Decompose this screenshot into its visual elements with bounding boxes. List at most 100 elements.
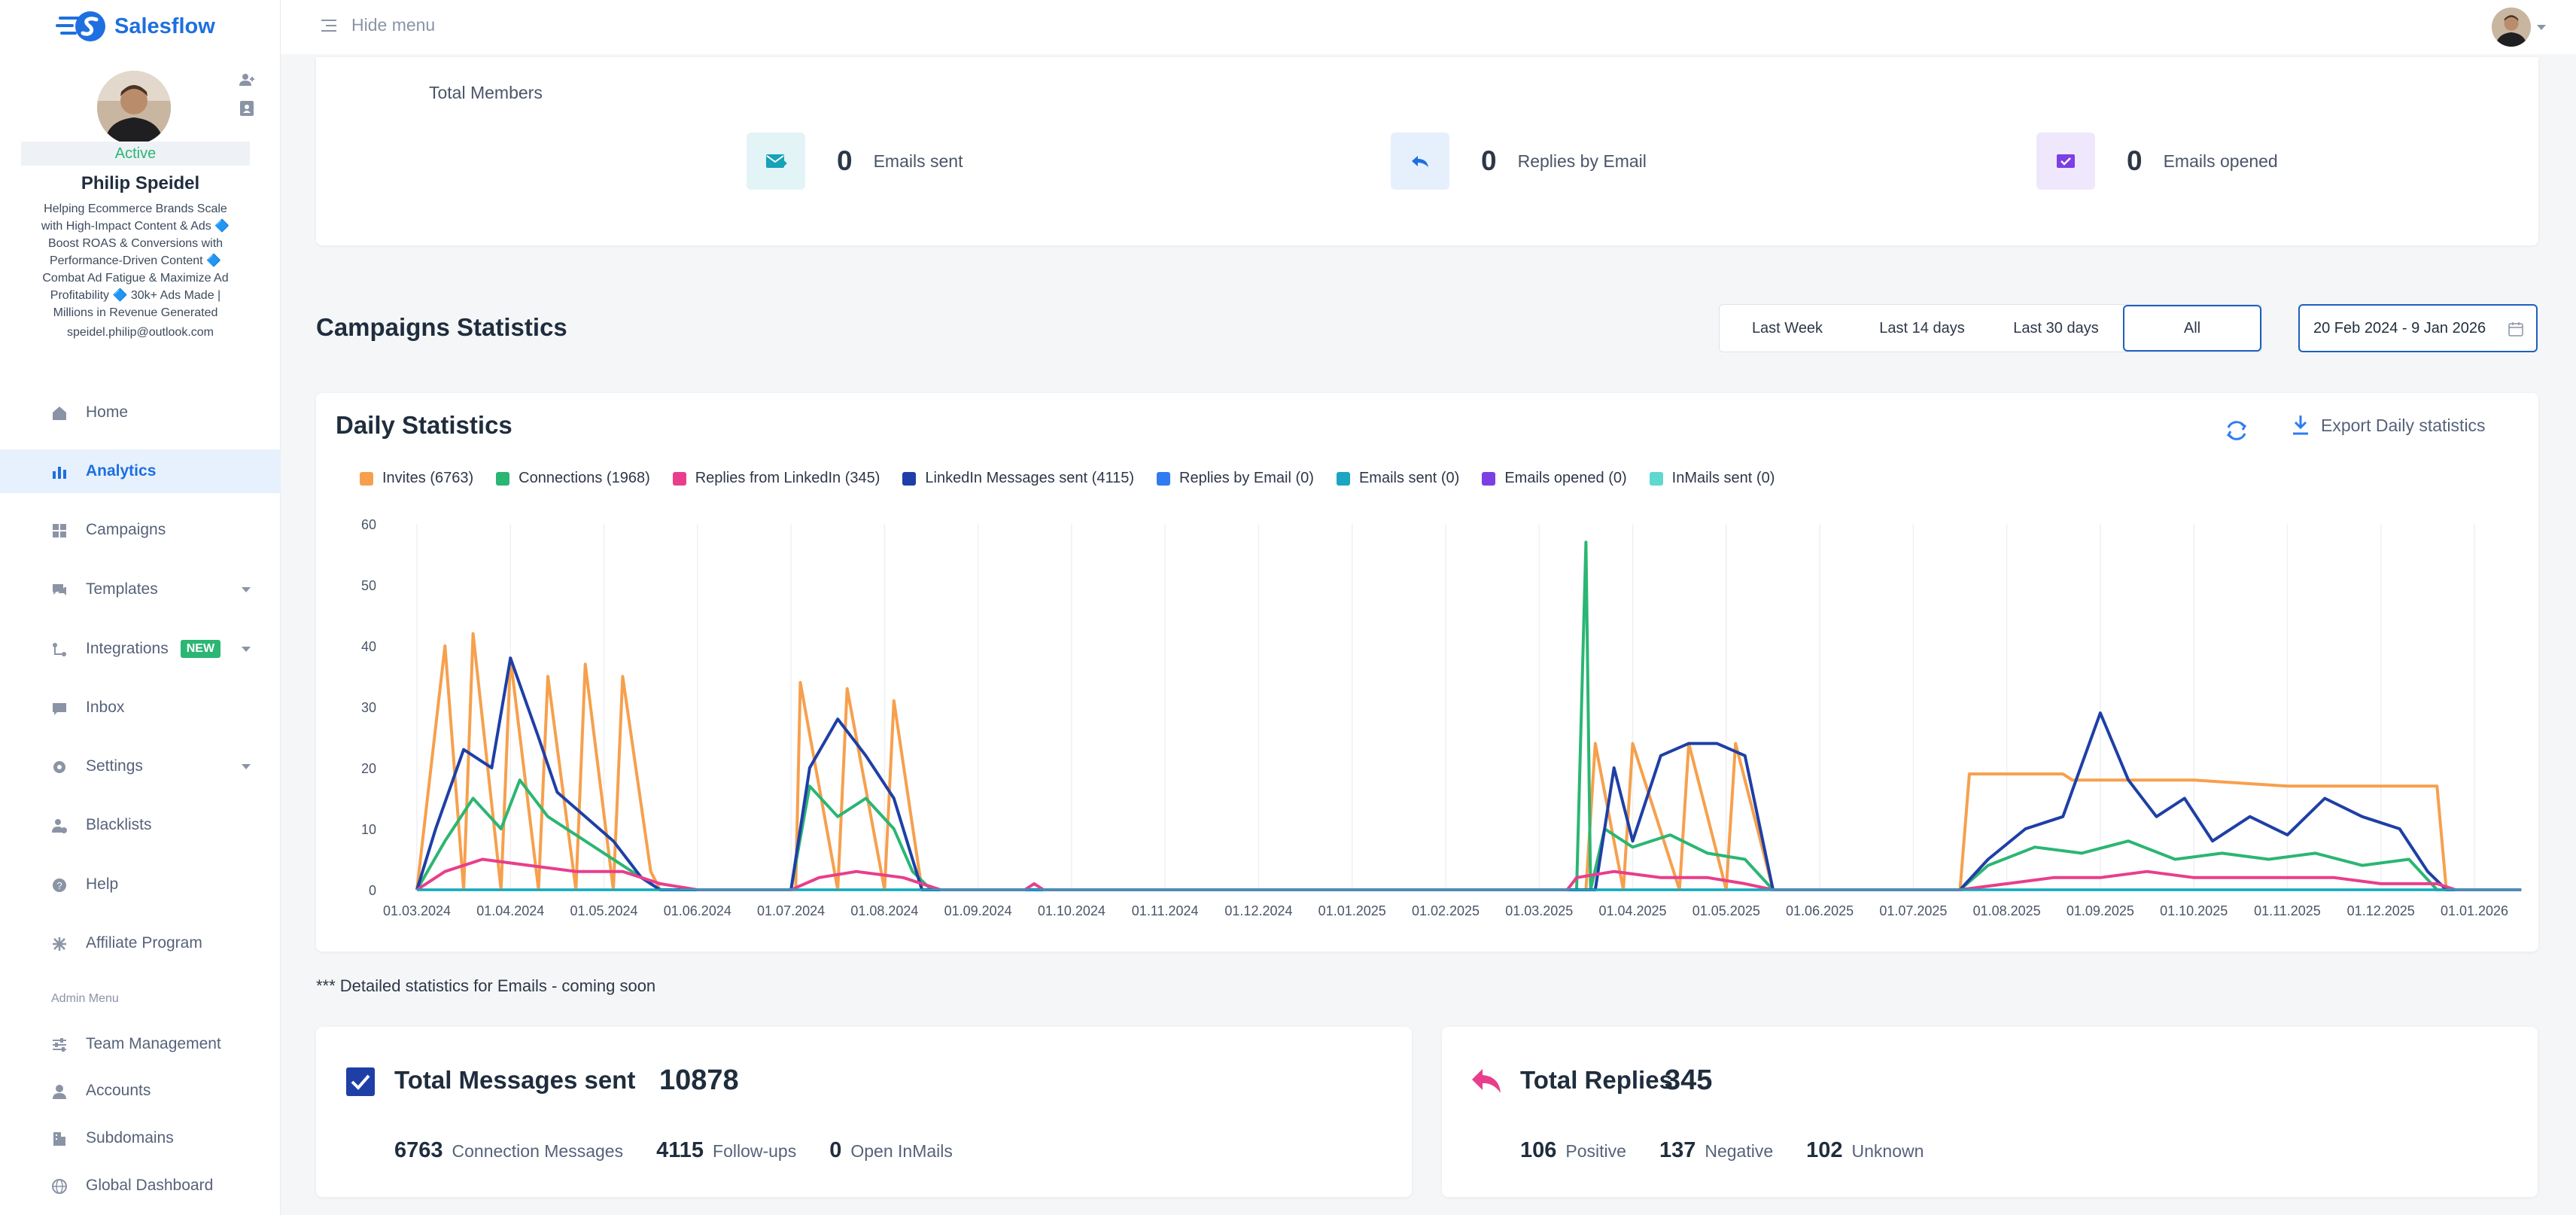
contact-card-icon[interactable] bbox=[238, 99, 256, 117]
legend-item[interactable]: Invites (6763) bbox=[360, 470, 473, 487]
sidebar-item-affiliate[interactable]: Affiliate Program bbox=[0, 921, 281, 965]
sidebar-item-inbox[interactable]: Inbox bbox=[0, 686, 281, 729]
user-block-icon bbox=[52, 819, 67, 833]
legend-item[interactable]: Replies by Email (0) bbox=[1157, 470, 1314, 487]
x-tick-label: 01.07.2025 bbox=[1879, 903, 1947, 918]
sidebar-item-home[interactable]: Home bbox=[0, 391, 281, 434]
emails-opened-stat: 0 Emails opened bbox=[2036, 132, 2278, 190]
sidebar-item-analytics[interactable]: Analytics bbox=[0, 449, 281, 493]
legend-item[interactable]: InMails sent (0) bbox=[1649, 470, 1775, 487]
range-last-14-days[interactable]: Last 14 days bbox=[1879, 319, 1965, 336]
legend-label: Invites (6763) bbox=[382, 470, 474, 486]
legend-swatch bbox=[496, 471, 510, 486]
range-last-week[interactable]: Last Week bbox=[1751, 319, 1823, 336]
sidebar-item-integrations[interactable]: Integrations NEW bbox=[0, 627, 281, 671]
sidebar-item-global-dashboard[interactable]: Global Dashboard bbox=[0, 1164, 281, 1207]
add-user-icon[interactable] bbox=[238, 71, 256, 89]
total-messages-card: Total Messages sent 10878 6763 Connectio… bbox=[316, 1027, 1412, 1197]
svg-text:?: ? bbox=[56, 880, 62, 891]
x-tick-label: 01.12.2024 bbox=[1224, 903, 1292, 918]
menu-icon bbox=[321, 19, 336, 32]
x-tick-label: 01.09.2024 bbox=[944, 903, 1012, 918]
chevron-down-icon[interactable] bbox=[2537, 25, 2546, 30]
bio-line: Combat Ad Fatigue & Maximize Ad bbox=[42, 272, 229, 285]
total-replies-card: Total Replies 345 106 Positive 137 Negat… bbox=[1442, 1027, 2538, 1197]
legend-item[interactable]: Emails sent (0) bbox=[1336, 470, 1459, 487]
chevron-down-icon bbox=[242, 764, 251, 769]
y-tick-label: 10 bbox=[361, 822, 376, 837]
sidebar-item-label: Analytics bbox=[86, 462, 157, 480]
inbox-icon bbox=[53, 703, 66, 715]
admin-menu-label: Admin Menu bbox=[51, 992, 119, 1005]
unknown-label: Unknown bbox=[1851, 1141, 1924, 1161]
connection-messages-value: 6763 bbox=[394, 1138, 443, 1162]
sidebar-item-label: Templates bbox=[86, 580, 158, 598]
sliders-icon bbox=[53, 1038, 66, 1052]
total-messages-value: 10878 bbox=[659, 1064, 739, 1096]
x-tick-label: 01.08.2024 bbox=[850, 903, 918, 918]
sidebar-item-help[interactable]: ? Help bbox=[0, 863, 281, 906]
sidebar-item-label: Settings bbox=[86, 757, 143, 775]
daily-statistics-chart: 0 10 20 30 40 50 60 01.03.2024 01.04.2024 01.05.2… bbox=[361, 517, 2522, 918]
reply-arrow-icon bbox=[1472, 1069, 1501, 1093]
range-last-30-days[interactable]: Last 30 days bbox=[2013, 319, 2099, 336]
negative-label: Negative bbox=[1705, 1141, 1774, 1161]
bio-line: Helping Ecommerce Brands Scale bbox=[44, 202, 227, 215]
profile-avatar[interactable] bbox=[97, 71, 171, 145]
x-tick-label: 01.07.2024 bbox=[757, 903, 825, 918]
sidebar-item-label: Integrations bbox=[86, 640, 169, 657]
stat-label: Replies by Email bbox=[1517, 151, 1647, 171]
app-logo[interactable]: Salesflow bbox=[56, 8, 215, 45]
export-daily-statistics-button[interactable]: Export Daily statistics bbox=[2291, 414, 2486, 437]
x-tick-label: 01.06.2024 bbox=[664, 903, 731, 918]
x-tick-label: 01.08.2025 bbox=[1973, 903, 2041, 918]
hide-menu-button[interactable]: Hide menu bbox=[320, 15, 435, 35]
legend-item[interactable]: Emails opened (0) bbox=[1482, 470, 1627, 487]
stat-value: 0 bbox=[2127, 145, 2143, 176]
sidebar-item-templates[interactable]: Templates bbox=[0, 568, 281, 611]
globe-icon bbox=[52, 1179, 67, 1194]
sidebar-item-label: Team Management bbox=[86, 1035, 221, 1052]
sidebar-item-subdomains[interactable]: Subdomains bbox=[0, 1116, 281, 1160]
legend-item[interactable]: LinkedIn Messages sent (4115) bbox=[902, 470, 1134, 487]
checkbox-icon bbox=[346, 1067, 375, 1096]
gear-icon bbox=[53, 761, 65, 773]
campaigns-statistics-title: Campaigns Statistics bbox=[316, 313, 567, 341]
bio-line: Millions in Revenue Generated bbox=[53, 306, 218, 319]
legend-label: InMails sent (0) bbox=[1671, 470, 1775, 486]
series-line bbox=[415, 656, 2522, 891]
legend-swatch bbox=[360, 471, 373, 486]
stat-label: Emails sent bbox=[873, 151, 963, 171]
avatar-photo-icon bbox=[2492, 8, 2531, 47]
unknown-value: 102 bbox=[1806, 1138, 1843, 1162]
salesflow-logo-icon bbox=[56, 11, 105, 41]
bio-line: with High-Impact Content & Ads 🔷 bbox=[41, 220, 230, 233]
x-tick-label: 01.04.2025 bbox=[1598, 903, 1666, 918]
y-tick-label: 0 bbox=[369, 883, 376, 898]
profile-name: Philip Speidel bbox=[81, 173, 200, 193]
user-avatar[interactable] bbox=[2492, 8, 2531, 47]
reply-icon bbox=[1391, 132, 1449, 190]
sidebar-item-settings[interactable]: Settings bbox=[0, 745, 281, 788]
date-range-picker[interactable]: 20 Feb 2024 - 9 Jan 2026 bbox=[2298, 304, 2538, 352]
sidebar-item-label: Inbox bbox=[86, 699, 125, 716]
legend-item[interactable]: Connections (1968) bbox=[496, 470, 650, 487]
profile-bio: Helping Ecommerce Brands Scale with High… bbox=[21, 200, 250, 321]
download-icon bbox=[2293, 416, 2308, 435]
legend-item[interactable]: Replies from LinkedIn (345) bbox=[672, 470, 880, 487]
range-all[interactable]: All bbox=[2123, 305, 2261, 352]
legend-swatch bbox=[672, 471, 686, 486]
open-inmails-value: 0 bbox=[829, 1138, 842, 1162]
x-tick-label: 01.01.2025 bbox=[1318, 903, 1386, 918]
sidebar-item-campaigns[interactable]: Campaigns bbox=[0, 508, 281, 552]
refresh-icon[interactable] bbox=[2222, 416, 2252, 446]
range-selector: Last Week Last 14 days Last 30 days All bbox=[1719, 304, 2262, 352]
x-tick-label: 01.03.2025 bbox=[1505, 903, 1573, 918]
x-tick-label: 01.01.2026 bbox=[2441, 903, 2508, 918]
app-name: Salesflow bbox=[114, 14, 215, 38]
sidebar-item-team-management[interactable]: Team Management bbox=[0, 1022, 281, 1066]
x-tick-label: 01.10.2024 bbox=[1038, 903, 1106, 918]
sidebar-item-blacklists[interactable]: Blacklists bbox=[0, 803, 281, 847]
x-tick-label: 01.05.2024 bbox=[570, 903, 637, 918]
sidebar-item-accounts[interactable]: Accounts bbox=[0, 1069, 281, 1113]
